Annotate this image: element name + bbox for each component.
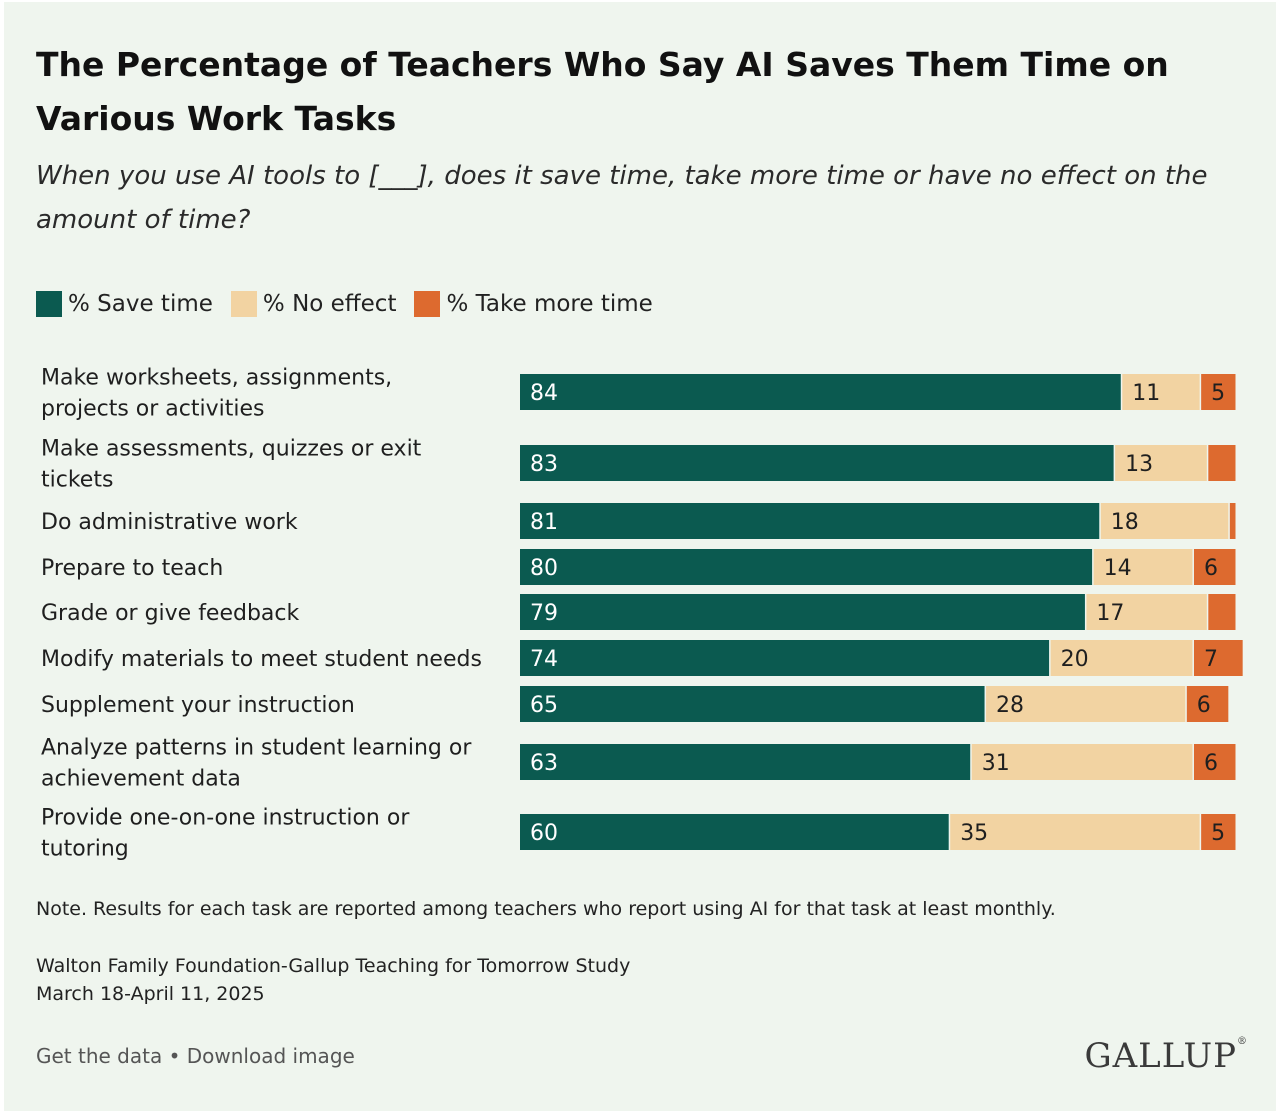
data-label-take-more-time: 7 [1204, 647, 1218, 672]
data-label-no-effect: 17 [1096, 601, 1124, 626]
bar-take-more-time [1193, 640, 1243, 676]
legend-swatch-no-effect [230, 291, 257, 317]
data-label-no-effect: 13 [1125, 452, 1153, 477]
category-label: Prepare to teach [41, 556, 223, 581]
registered-mark: ® [1237, 1036, 1248, 1047]
bar-take-more-time [1229, 503, 1236, 539]
data-label-take-more-time: 5 [1211, 381, 1225, 406]
bar-save-time [520, 445, 1114, 481]
data-label-take-more-time: 5 [1211, 821, 1225, 846]
data-label-save-time: 80 [530, 556, 558, 581]
bar-no-effect [950, 814, 1200, 850]
stacked-bar-chart: Make worksheets, assignments, projects or… [41, 366, 1243, 862]
bar-take-more-time [1201, 814, 1236, 850]
chart-source: Walton Family Foundation-Gallup Teaching… [36, 952, 630, 1008]
bar-no-effect [1122, 374, 1200, 410]
data-label-save-time: 81 [530, 510, 558, 535]
bar-save-time [520, 549, 1093, 585]
data-label-no-effect: 14 [1104, 556, 1132, 581]
category-label: Analyze patterns in student learning or [41, 736, 472, 761]
bar-no-effect [1050, 640, 1193, 676]
footer-separator: • [162, 1044, 187, 1068]
bar-no-effect [1115, 445, 1207, 481]
source-study: Walton Family Foundation-Gallup Teaching… [36, 955, 631, 977]
bar-take-more-time [1208, 594, 1236, 630]
category-label: tickets [41, 468, 113, 493]
bar-take-more-time [1193, 744, 1236, 780]
legend-label-take-more-time: % Take more time [446, 291, 653, 317]
legend: % Save time % No effect % Take more time [36, 288, 671, 320]
data-label-save-time: 60 [530, 821, 558, 846]
legend-label-save-time: % Save time [68, 291, 213, 317]
bar-save-time [520, 640, 1050, 676]
bar-save-time [520, 814, 949, 850]
source-dates: March 18-April 11, 2025 [36, 983, 265, 1005]
chart-subtitle: When you use AI tools to [___], does it … [36, 161, 1208, 235]
data-label-save-time: 65 [530, 693, 558, 718]
data-label-no-effect: 28 [996, 693, 1024, 718]
data-label-no-effect: 20 [1061, 647, 1089, 672]
chart-title: The Percentage of Teachers Who Say AI Sa… [36, 45, 1169, 138]
bar-save-time [520, 744, 971, 780]
get-data-link[interactable]: Get the data [36, 1044, 163, 1068]
category-label: Make worksheets, assignments, [41, 366, 392, 391]
data-label-no-effect: 11 [1132, 381, 1160, 406]
data-label-save-time: 74 [530, 647, 558, 672]
data-label-no-effect: 35 [960, 821, 988, 846]
data-label-save-time: 79 [530, 601, 558, 626]
data-label-no-effect: 18 [1111, 510, 1139, 535]
legend-item-take-more-time: % Take more time [414, 291, 653, 317]
bar-no-effect [1086, 594, 1207, 630]
bar-no-effect [1100, 503, 1229, 539]
bar-no-effect [1093, 549, 1193, 585]
legend-swatch-save-time [36, 291, 62, 317]
bar-no-effect [986, 686, 1186, 722]
category-label: tutoring [41, 837, 129, 862]
bar-save-time [520, 374, 1121, 410]
bar-take-more-time [1201, 374, 1236, 410]
category-label: Do administrative work [41, 510, 298, 535]
legend-label-no-effect: % No effect [262, 291, 397, 317]
download-image-link[interactable]: Download image [186, 1044, 355, 1068]
legend-item-no-effect: % No effect [230, 291, 397, 317]
category-label: Modify materials to meet student needs [41, 647, 482, 672]
bar-save-time [520, 686, 985, 722]
logo-text: GALLUP [1084, 1036, 1237, 1076]
data-label-take-more-time: 6 [1197, 693, 1211, 718]
category-label: Supplement your instruction [41, 693, 355, 718]
data-label-take-more-time: 6 [1204, 556, 1218, 581]
bar-take-more-time [1193, 549, 1236, 585]
data-label-save-time: 63 [530, 751, 558, 776]
category-label: Make assessments, quizzes or exit [41, 437, 422, 462]
bar-take-more-time [1186, 686, 1229, 722]
footer-links: Get the data • Download image [36, 1044, 355, 1068]
chart-note: Note. Results for each task are reported… [36, 898, 1056, 920]
bar-no-effect [971, 744, 1193, 780]
data-label-save-time: 83 [530, 452, 558, 477]
category-label: Provide one-on-one instruction or [41, 806, 410, 831]
category-label: achievement data [41, 767, 241, 792]
legend-item-save-time: % Save time [36, 291, 213, 317]
gallup-logo: GALLUP® [1084, 1036, 1248, 1076]
data-label-save-time: 84 [530, 381, 558, 406]
legend-swatch-take-more-time [414, 291, 441, 317]
bar-take-more-time [1208, 445, 1236, 481]
bar-save-time [520, 503, 1100, 539]
data-label-take-more-time: 6 [1204, 751, 1218, 776]
bar-save-time [520, 594, 1085, 630]
category-label: Grade or give feedback [41, 601, 300, 626]
data-label-no-effect: 31 [982, 751, 1010, 776]
category-label: projects or activities [41, 397, 265, 422]
